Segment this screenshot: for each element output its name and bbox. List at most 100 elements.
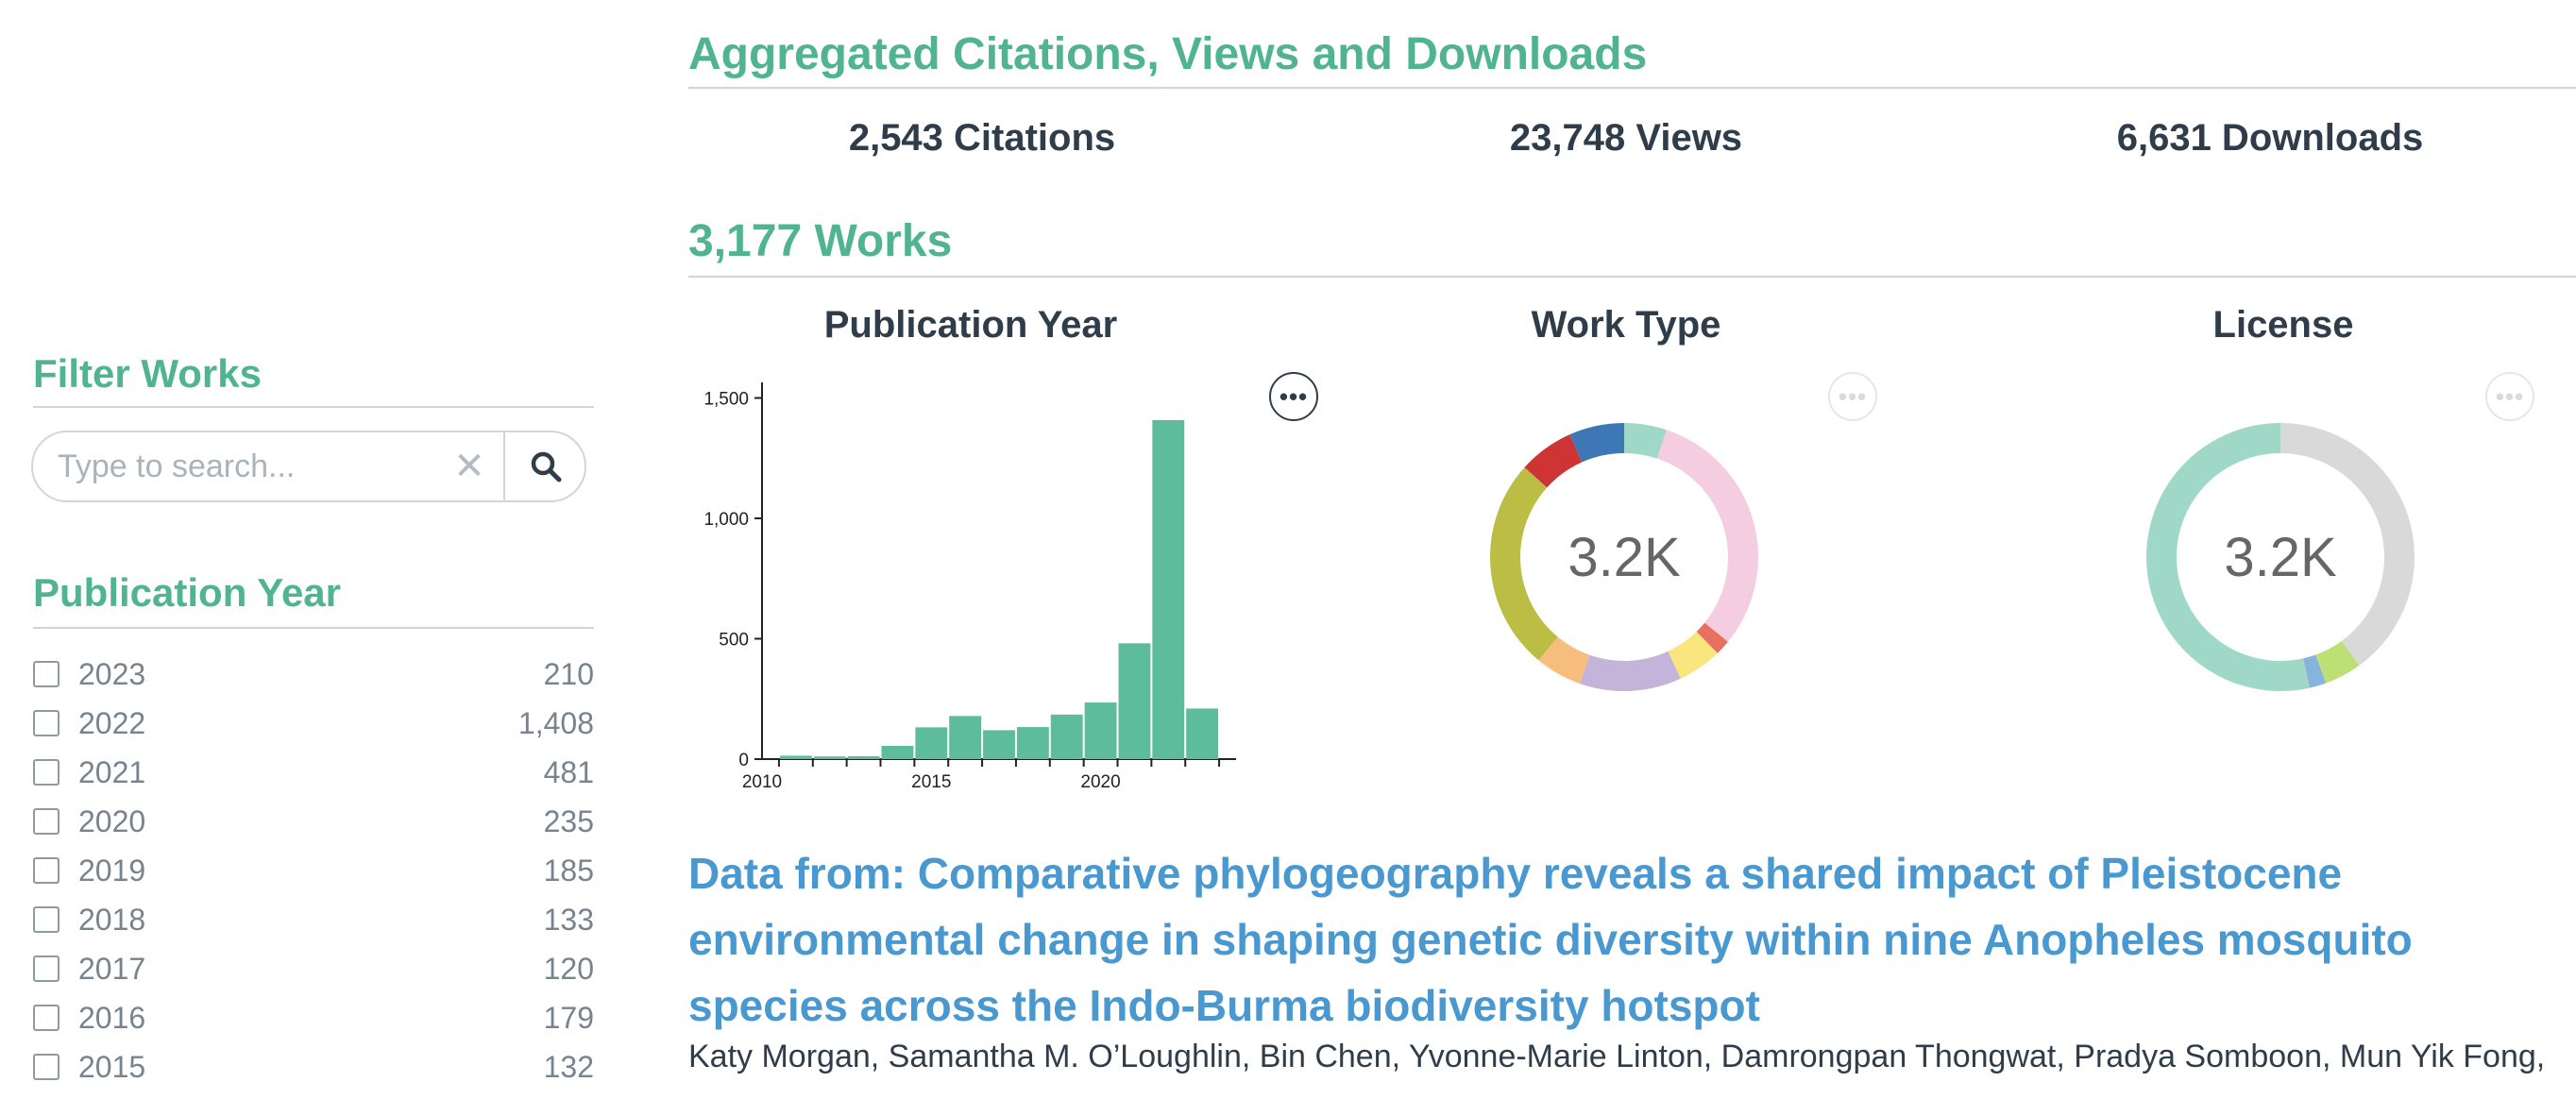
bar-2020[interactable] <box>1084 702 1117 759</box>
publication-year-facet-title: Publication Year <box>33 570 342 615</box>
facet-checkbox[interactable] <box>33 1005 59 1031</box>
search-box: ✕ <box>31 431 586 502</box>
facet-item-2018[interactable]: 2018 133 <box>33 897 594 946</box>
donut-slice[interactable] <box>2302 654 2327 688</box>
result-title-link[interactable]: Data from: Comparative phylogeography re… <box>688 849 2413 1030</box>
facet-checkbox[interactable] <box>33 661 59 687</box>
donut-slice[interactable] <box>1656 430 1758 642</box>
clear-search-button[interactable]: ✕ <box>445 442 494 491</box>
donut-slice[interactable] <box>2315 640 2360 684</box>
search-divider <box>503 432 505 500</box>
facet-item-2017[interactable]: 2017 120 <box>33 946 594 995</box>
donut-slice[interactable] <box>1668 631 1718 679</box>
work-type-chart-title: Work Type <box>1531 304 1721 346</box>
close-icon: ✕ <box>453 446 485 487</box>
facet-checkbox[interactable] <box>33 906 59 933</box>
bar-2016[interactable] <box>949 716 982 759</box>
views-count: 23,748 Views <box>1509 117 1743 159</box>
facet-year-label: 2023 <box>78 657 146 691</box>
bar-2012[interactable] <box>813 756 846 759</box>
facet-item-2015[interactable]: 2015 132 <box>33 1044 594 1093</box>
donut-slice[interactable] <box>2280 423 2415 666</box>
facet-checkbox[interactable] <box>33 710 59 736</box>
facet-item-2021[interactable]: 2021 481 <box>33 750 594 799</box>
filter-works-title: Filter Works <box>33 351 262 396</box>
x-tick-label: 2015 <box>911 772 951 792</box>
donut-slice[interactable] <box>1490 466 1558 661</box>
bar-2017[interactable] <box>983 730 1015 759</box>
search-icon <box>531 451 562 482</box>
facet-item-2020[interactable]: 2020 235 <box>33 799 594 848</box>
more-icon: ••• <box>1279 381 1309 411</box>
facet-checkbox[interactable] <box>33 955 59 982</box>
donut-center-label: 3.2K <box>1568 527 1681 588</box>
facet-year-label: 2015 <box>78 1050 146 1084</box>
license-donut-chart: 3.2K <box>2145 423 2415 691</box>
facet-checkbox[interactable] <box>33 857 59 884</box>
facet-item-2023[interactable]: 2023 210 <box>33 651 594 701</box>
bar-2015[interactable] <box>915 727 948 759</box>
y-tick-label: 1,500 <box>703 390 749 410</box>
facet-year-label: 2020 <box>78 804 146 838</box>
bar-2023[interactable] <box>1186 708 1219 759</box>
result-authors: Katy Morgan, Samantha M. O’Loughlin, Bin… <box>688 1039 2546 1074</box>
facet-year-count: 185 <box>543 854 594 888</box>
filter-divider <box>33 406 594 408</box>
citations-count: 2,543 Citations <box>848 117 1116 159</box>
facet-checkbox[interactable] <box>33 1054 59 1080</box>
donut-slice[interactable] <box>2145 423 2310 691</box>
facet-year-label: 2017 <box>78 952 146 986</box>
facet-year-count: 1,408 <box>517 706 594 740</box>
publication-year-chart-menu-button[interactable]: ••• <box>1269 372 1318 421</box>
license-chart-menu-button[interactable]: ••• <box>2485 372 2534 421</box>
bar-2019[interactable] <box>1050 714 1083 759</box>
donut-slice[interactable] <box>1579 651 1681 691</box>
bar-2022[interactable] <box>1152 419 1185 759</box>
donut-slice[interactable] <box>1569 423 1624 463</box>
works-divider <box>688 276 2576 278</box>
y-tick-label: 500 <box>719 631 749 651</box>
bar-2014[interactable] <box>881 745 914 759</box>
facet-checkbox[interactable] <box>33 759 59 786</box>
bar-2011[interactable] <box>779 755 812 759</box>
donut-slice[interactable] <box>1538 636 1590 684</box>
donut-center-label: 3.2K <box>2224 527 2337 588</box>
facet-year-count: 481 <box>543 755 594 789</box>
bar-2013[interactable] <box>847 755 880 759</box>
y-tick-label: 0 <box>738 751 749 770</box>
facet-year-label: 2019 <box>78 854 146 888</box>
downloads-count: 6,631 Downloads <box>2116 117 2424 159</box>
facet-year-count: 132 <box>543 1050 594 1084</box>
publication-year-bar-chart: 0 500 1,000 1,500 2010 2015 2020 <box>703 382 1236 792</box>
facet-year-count: 133 <box>543 903 594 937</box>
facet-year-count: 235 <box>543 804 594 838</box>
license-chart-title: License <box>2212 304 2354 346</box>
facet-year-count: 120 <box>543 952 594 986</box>
x-tick-label: 2020 <box>1080 772 1120 792</box>
work-type-donut-chart: 3.2K <box>1490 423 1758 691</box>
aggregated-section-title: Aggregated Citations, Views and Download… <box>688 29 1648 79</box>
bar-2018[interactable] <box>1016 727 1049 759</box>
aggregated-divider <box>688 87 2576 89</box>
facet-year-label: 2021 <box>78 755 146 789</box>
facet-year-count: 179 <box>543 1001 594 1035</box>
donut-slice[interactable] <box>1524 434 1583 488</box>
facet-year-label: 2016 <box>78 1001 146 1035</box>
search-button[interactable] <box>507 432 585 500</box>
facet-divider <box>33 627 594 629</box>
facet-checkbox[interactable] <box>33 808 59 835</box>
publication-year-chart-title: Publication Year <box>823 304 1118 346</box>
facet-year-count: 210 <box>543 657 594 691</box>
facet-item-2016[interactable]: 2016 179 <box>33 995 594 1044</box>
facet-item-2022[interactable]: 2022 1,408 <box>33 701 594 750</box>
donut-slice[interactable] <box>1624 423 1667 459</box>
donut-slice[interactable] <box>1696 622 1728 653</box>
bar-2021[interactable] <box>1118 643 1151 759</box>
search-input[interactable] <box>58 432 454 500</box>
work-type-chart-menu-button[interactable]: ••• <box>1828 372 1877 421</box>
more-icon: ••• <box>2495 381 2525 411</box>
x-tick-label: 2010 <box>742 772 782 792</box>
more-icon: ••• <box>1838 381 1868 411</box>
facet-item-2019[interactable]: 2019 185 <box>33 848 594 897</box>
facet-year-label: 2022 <box>78 706 146 740</box>
